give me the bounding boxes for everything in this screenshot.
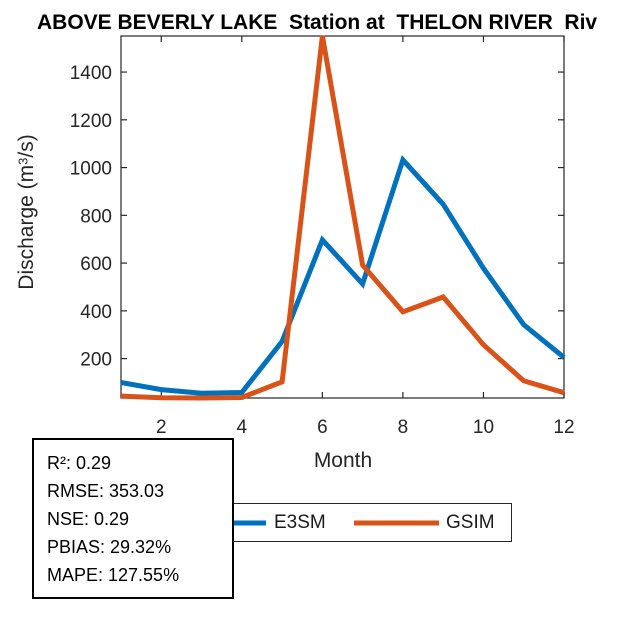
svg-text:600: 600 [80,254,112,275]
y-axis-label-superscript: 3 [15,157,31,165]
stat-rmse: RMSE: 353.03 [47,481,165,501]
stat-pbias: PBIAS: 29.32% [47,537,172,557]
svg-text:12: 12 [553,417,574,438]
svg-text:200: 200 [80,350,112,371]
stat-nse: NSE: 0.29 [47,509,130,529]
stat-mape: MAPE: 127.55% [47,565,180,585]
y-axis-label-post: /s) [15,134,38,158]
svg-text:6: 6 [317,417,328,438]
x-axis-label: Month [313,449,373,472]
legend-label-gsim: GSIM [446,511,495,533]
svg-text:800: 800 [80,206,112,227]
y-axis-label-pre: Discharge (m [15,164,38,290]
svg-text:400: 400 [80,302,112,323]
stats-box: R²: 0.29 RMSE: 353.03 NSE: 0.29 PBIAS: 2… [32,438,234,599]
svg-text:1000: 1000 [70,159,112,180]
chart-title: ABOVE BEVERLY LAKE Station at THELON RIV… [37,11,598,34]
svg-text:8: 8 [398,417,409,438]
svg-text:1200: 1200 [70,111,112,132]
legend-line-sample-gsim [354,520,439,525]
svg-text:2: 2 [156,417,167,438]
svg-text:10: 10 [473,417,494,438]
y-axis-label: Discharge (m3/s) [15,134,39,289]
svg-text:1400: 1400 [70,63,112,84]
legend-label-e3sm: E3SM [274,511,326,533]
svg-text:4: 4 [237,417,248,438]
stat-r2: R²: 0.29 [47,453,112,473]
